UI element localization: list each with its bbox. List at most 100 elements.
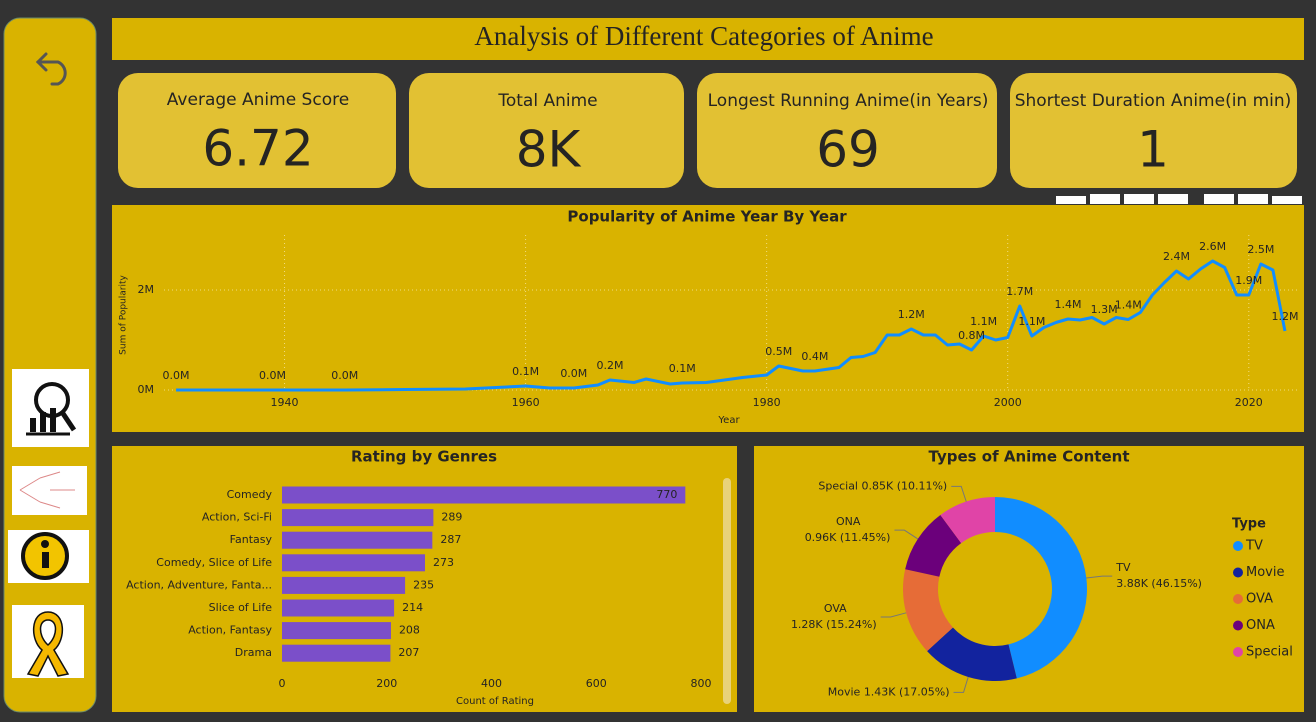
data-label: 289 xyxy=(441,511,462,524)
data-label: 208 xyxy=(399,624,420,637)
data-label: 0.2M xyxy=(596,359,623,372)
y-tick-label: 2M xyxy=(138,283,155,296)
bar xyxy=(282,486,686,504)
x-axis-label: Count of Rating xyxy=(456,696,534,707)
x-tick-label: 0 xyxy=(279,677,286,690)
line xyxy=(176,259,1287,392)
title-bar xyxy=(112,18,1304,60)
data-label: 1.4M xyxy=(1054,298,1081,311)
bar xyxy=(282,531,433,549)
data-label: 1.2M xyxy=(1271,310,1298,323)
data-label: Special 0.85K (10.11%) xyxy=(818,479,947,492)
kpi-cards: Average Anime Score 6.72 Total Anime 8K … xyxy=(118,73,1297,188)
bar xyxy=(282,554,425,572)
leader-line xyxy=(951,485,967,502)
data-label: 207 xyxy=(398,646,419,659)
data-label: 1.2M xyxy=(898,308,925,321)
scrollbar[interactable] xyxy=(723,478,731,704)
x-tick-label: 400 xyxy=(481,677,502,690)
kpi-label: Average Anime Score xyxy=(167,90,349,110)
y-tick-label: Drama xyxy=(235,646,272,659)
leader-line xyxy=(894,529,919,540)
kpi-value: 69 xyxy=(816,121,880,179)
bar xyxy=(282,644,391,662)
legend-marker xyxy=(1233,620,1243,631)
data-label: 0.4M xyxy=(801,350,828,363)
label-name: ONA xyxy=(836,515,861,528)
chart-title: Types of Anime Content xyxy=(929,448,1130,466)
data-label: 214 xyxy=(402,601,423,614)
data-label: 0.0M xyxy=(560,367,587,380)
bar xyxy=(282,599,395,617)
label-name: TV xyxy=(1115,561,1131,574)
back-button[interactable] xyxy=(35,52,67,86)
bar xyxy=(282,509,434,527)
donut-slice xyxy=(940,497,995,544)
x-tick-label: 600 xyxy=(586,677,607,690)
y-tick-label: Action, Adventure, Fanta... xyxy=(126,578,272,591)
x-tick-label: 2020 xyxy=(1235,396,1263,409)
data-label: 0.1M xyxy=(669,362,696,375)
donut-slice xyxy=(995,497,1087,679)
y-tick-label: 0M xyxy=(138,383,155,396)
kpi-value: 6.72 xyxy=(202,120,313,178)
legend-label: TV xyxy=(1245,539,1263,554)
ribbon-icon[interactable] xyxy=(12,605,84,678)
leader-line xyxy=(953,676,969,693)
legend-marker xyxy=(1233,567,1243,578)
legend-title: Type xyxy=(1232,517,1266,532)
legend-label: Special xyxy=(1246,645,1293,660)
kpi-card xyxy=(1010,73,1297,188)
data-label: 0.5M xyxy=(765,345,792,358)
data-label: 770 xyxy=(656,488,677,501)
info-icon[interactable] xyxy=(8,530,89,583)
data-label: 0.8M xyxy=(958,329,985,342)
data-label: 0.0M xyxy=(163,369,190,382)
analysis-icon[interactable] xyxy=(12,369,89,447)
legend-marker xyxy=(1233,647,1243,657)
visual-toolbar[interactable] xyxy=(1056,194,1302,204)
kpi-card xyxy=(409,73,684,188)
data-label: 1.7M xyxy=(1006,285,1033,298)
tree-icon[interactable] xyxy=(12,466,87,515)
y-tick-label: Comedy xyxy=(227,488,273,501)
kpi-value: 1 xyxy=(1137,121,1169,179)
data-label: 287 xyxy=(440,533,461,546)
y-tick-label: Slice of Life xyxy=(209,601,273,614)
leader-line xyxy=(1086,575,1113,579)
x-tick-label: 200 xyxy=(376,677,397,690)
label-name: OVA xyxy=(824,602,847,615)
donut-slice xyxy=(905,514,962,577)
y-tick-label: Fantasy xyxy=(230,533,273,546)
x-tick-label: 800 xyxy=(691,677,712,690)
data-label: 1.1M xyxy=(970,315,997,328)
x-tick-label: 1940 xyxy=(271,396,299,409)
data-label: Movie 1.43K (17.05%) xyxy=(828,685,950,698)
x-tick-label: 1960 xyxy=(512,396,540,409)
label-name: Special xyxy=(818,479,858,492)
chart-title: Popularity of Anime Year By Year xyxy=(567,208,847,226)
data-label: TV 3.88K (46.15%) xyxy=(1115,561,1202,590)
kpi-value: 8K xyxy=(516,121,582,179)
data-label: 1.1M xyxy=(1018,315,1045,328)
chart-title: Rating by Genres xyxy=(351,448,497,466)
data-label: 2.6M xyxy=(1199,240,1226,253)
kpi-card xyxy=(697,73,997,188)
donut-slice xyxy=(927,627,1017,681)
y-tick-label: Comedy, Slice of Life xyxy=(156,556,272,569)
data-label: 1.4M xyxy=(1115,299,1142,312)
kpi-label: Shortest Duration Anime(in min) xyxy=(1015,91,1292,111)
x-tick-label: 1980 xyxy=(753,396,781,409)
x-tick-label: 2000 xyxy=(994,396,1022,409)
data-label: 1.9M xyxy=(1235,274,1262,287)
data-label: 2.4M xyxy=(1163,250,1190,263)
kpi-label: Total Anime xyxy=(497,91,597,111)
data-label: 1.3M xyxy=(1091,303,1118,316)
data-label: 0.0M xyxy=(259,369,286,382)
legend-marker xyxy=(1233,594,1243,604)
data-label: 273 xyxy=(433,556,454,569)
dashboard-title: Analysis of Different Categories of Anim… xyxy=(474,21,933,51)
legend-marker xyxy=(1233,541,1243,551)
data-label: 0.0M xyxy=(331,369,358,382)
